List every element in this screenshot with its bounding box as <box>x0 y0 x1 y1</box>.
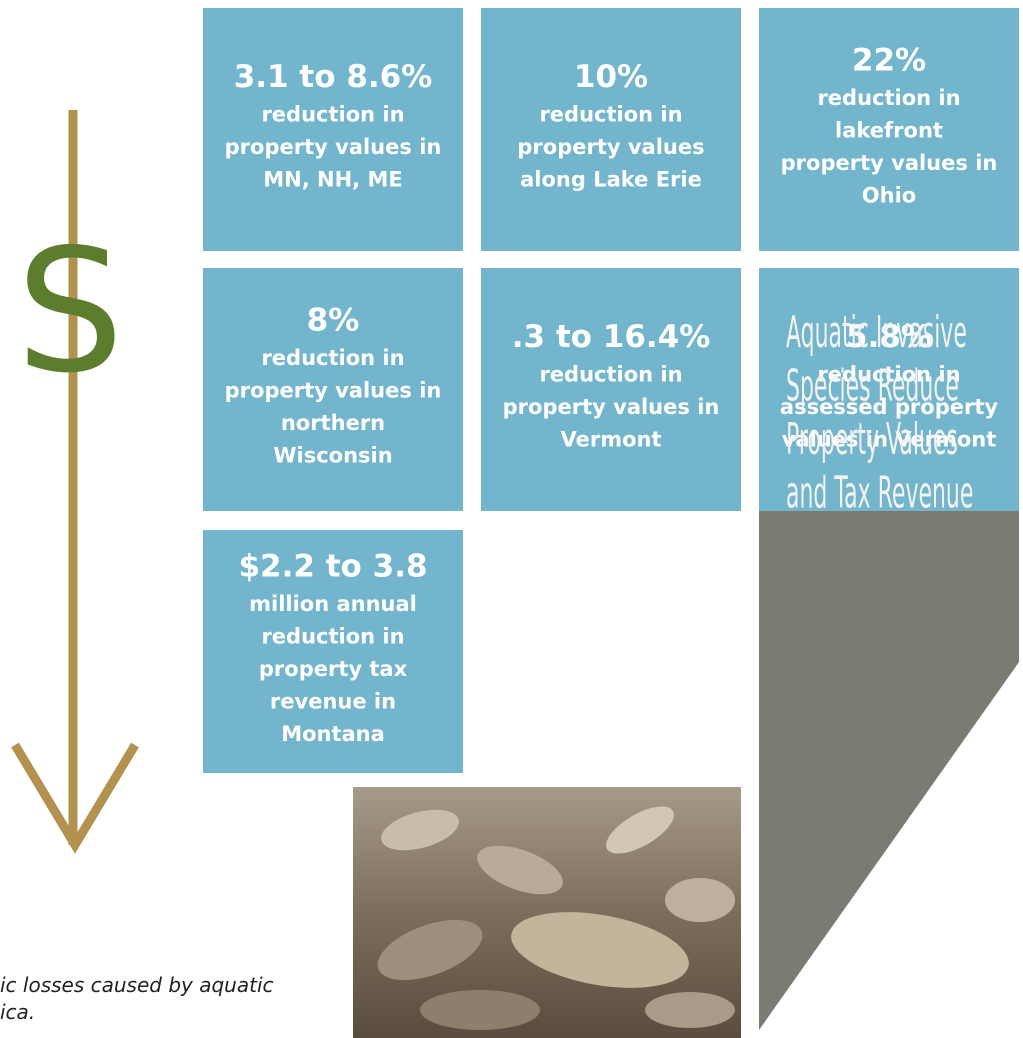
stat-text: lakefront <box>835 119 943 143</box>
stat-text: property values in <box>225 379 442 403</box>
stat-text: property values in <box>225 135 442 159</box>
stat-headline: 10% <box>574 59 648 95</box>
stat-text: property values in <box>781 151 998 175</box>
dollar-symbol: S <box>16 213 124 411</box>
stat-text: property values <box>517 135 704 159</box>
panel-title-line: Property Values <box>786 415 958 466</box>
stat-text: MN, NH, ME <box>263 167 402 191</box>
stat-tile <box>481 8 741 251</box>
stat-tile <box>203 8 463 251</box>
stat-text: Montana <box>281 722 385 746</box>
stat-text: revenue in <box>270 689 396 713</box>
stat-headline: $2.2 to 3.8 <box>238 548 427 584</box>
stat-tile <box>481 268 741 511</box>
mussel-photo <box>353 787 741 1038</box>
stat-text: reduction in <box>261 102 404 126</box>
stat-text: reduction in <box>539 362 682 386</box>
stat-text: property values in <box>503 395 720 419</box>
stat-text: Wisconsin <box>273 444 392 468</box>
stat-headline: .3 to 16.4% <box>512 319 711 355</box>
panel-title-line: and Tax Revenue <box>786 468 973 519</box>
stat-headline: 3.1 to 8.6% <box>234 59 433 95</box>
stat-text: Vermont <box>560 427 661 451</box>
stat-text: reduction in <box>817 86 960 110</box>
stat-headline: 22% <box>852 43 926 79</box>
caption-line: ica. <box>0 1000 35 1024</box>
caption-line: ic losses caused by aquatic <box>0 973 274 997</box>
stat-text: million annual <box>249 592 417 616</box>
infographic: S ic losses caused by aquatic ica. 3.1 t… <box>0 0 1023 1038</box>
stat-headline: 8% <box>307 303 360 339</box>
panel-title-line: Species Reduce <box>786 361 959 412</box>
stat-text: Ohio <box>862 184 916 208</box>
stat-text: property tax <box>259 657 408 681</box>
panel-title-line: Aquatic Invasive <box>786 308 967 359</box>
stat-text: reduction in <box>261 346 404 370</box>
page: {"tiles": [ {"headline": "3.1 to 8.6%", … <box>0 0 1023 1038</box>
stat-text: reduction in <box>539 102 682 126</box>
stat-text: northern <box>281 411 385 435</box>
stat-text: reduction in <box>261 624 404 648</box>
stat-text: along Lake Erie <box>520 167 702 191</box>
